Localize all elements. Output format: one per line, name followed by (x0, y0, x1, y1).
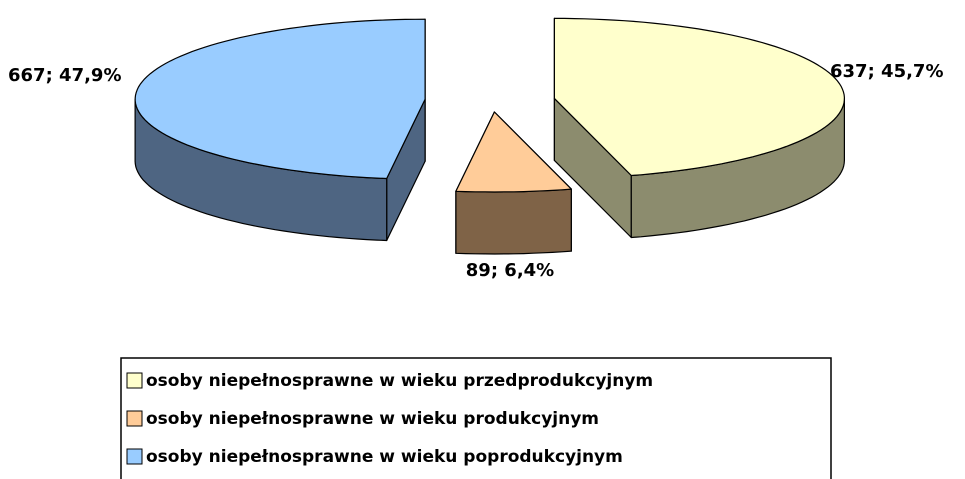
legend-swatch (126, 410, 143, 427)
pie (134, 17, 845, 255)
slice-wall (455, 188, 572, 255)
legend-label: osoby niepełnosprawne w wieku poprodukcy… (146, 447, 623, 467)
slice-top (455, 111, 572, 193)
legend-swatch (126, 448, 143, 465)
slice-top (134, 18, 426, 180)
slice-top (553, 17, 845, 177)
data-label: 667; 47,9% (8, 65, 121, 86)
legend: osoby niepełnosprawne w wieku przedprodu… (126, 371, 653, 467)
data-label: 637; 45,7% (830, 61, 943, 82)
data-label: 89; 6,4% (466, 260, 554, 281)
legend-box (120, 357, 832, 479)
legend-label: osoby niepełnosprawne w wieku produkcyjn… (146, 409, 599, 429)
legend-swatch (126, 372, 143, 389)
legend-label: osoby niepełnosprawne w wieku przedprodu… (146, 371, 653, 391)
